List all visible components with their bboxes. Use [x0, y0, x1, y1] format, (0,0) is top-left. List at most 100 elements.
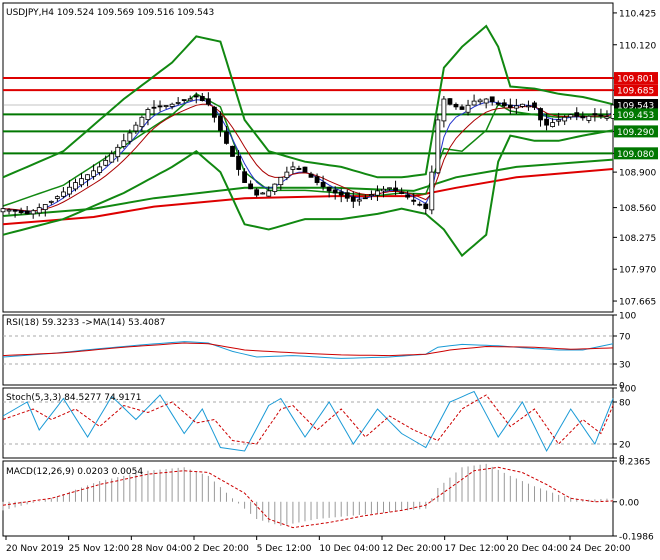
candle — [151, 100, 157, 115]
candle-body — [254, 189, 260, 196]
candle — [193, 92, 199, 104]
candle-body — [236, 155, 241, 170]
candle-body — [169, 103, 175, 107]
candle — [459, 104, 465, 110]
candle-body — [109, 153, 115, 163]
current-price-box — [614, 98, 658, 111]
level-label-box — [614, 125, 658, 138]
rsi-tick-label: 100 — [619, 312, 636, 322]
candle — [477, 98, 483, 105]
stoch-tick-label: 100 — [619, 385, 636, 395]
candle-body — [483, 98, 489, 104]
stoch-tick-label: 0 — [619, 455, 625, 465]
candle — [272, 183, 278, 196]
level-label-box — [614, 108, 658, 121]
candle-body — [181, 99, 187, 102]
candle — [54, 195, 60, 202]
candle — [42, 204, 48, 217]
ema-red-line — [2, 103, 614, 212]
current-price-label: 109.543 — [617, 101, 654, 111]
candle-body — [248, 183, 254, 190]
rsi-tick-label: 0 — [619, 382, 625, 392]
candle — [465, 99, 471, 116]
price-title: USDJPY,H4 109.524 109.569 109.516 109.54… — [6, 8, 214, 18]
candle-body — [387, 187, 392, 190]
candle — [163, 105, 169, 109]
price-tick-label: 107.970 — [619, 266, 656, 276]
candle — [356, 192, 362, 206]
macd-panel-frame — [2, 460, 614, 537]
candle — [199, 92, 205, 102]
candle — [266, 186, 272, 197]
candle-body — [296, 167, 302, 170]
candle-body — [133, 124, 139, 132]
level-label-7: 109.080 — [617, 150, 654, 160]
candle-body — [471, 100, 477, 106]
candle-body — [350, 196, 356, 202]
candle — [580, 111, 586, 121]
candle-body — [54, 196, 60, 199]
candle — [60, 187, 66, 199]
candle-body — [0, 208, 6, 213]
candle — [453, 102, 459, 110]
candle-body — [85, 174, 90, 180]
candle — [12, 209, 18, 218]
candle — [381, 186, 386, 198]
candle-body — [453, 103, 459, 108]
candle-body — [447, 98, 453, 105]
candle — [242, 168, 247, 183]
candle — [175, 97, 181, 106]
candle — [507, 98, 513, 115]
candle-body — [362, 197, 368, 200]
candle — [598, 108, 604, 119]
candle-body — [272, 183, 278, 192]
candle — [6, 208, 12, 215]
candle — [205, 92, 211, 107]
candle-body — [399, 192, 405, 194]
candle-body — [193, 95, 199, 98]
candle — [109, 150, 115, 163]
x-tick-label: 20 Dec 04:00 — [507, 544, 568, 554]
candle-body — [459, 106, 465, 110]
candle — [139, 115, 145, 133]
candle — [556, 112, 562, 126]
candle — [344, 189, 350, 202]
candle — [513, 98, 519, 114]
candle-body — [127, 132, 133, 142]
candle — [296, 165, 302, 171]
candle — [411, 193, 417, 206]
stoch-k-line — [2, 390, 614, 453]
candle-body — [36, 207, 42, 214]
candle-body — [375, 190, 380, 196]
candle-body — [314, 176, 320, 183]
candle — [604, 110, 610, 121]
candle — [260, 191, 266, 195]
candle — [501, 99, 507, 108]
candle — [399, 187, 405, 195]
candle — [103, 155, 109, 167]
candle-body — [302, 166, 308, 173]
candle-body — [79, 178, 84, 186]
candle-body — [326, 186, 332, 192]
candle-body — [356, 199, 362, 202]
candle-body — [332, 189, 338, 194]
candle-body — [308, 173, 314, 178]
rsi-ma-line — [2, 342, 614, 357]
candle — [73, 178, 78, 192]
candle — [435, 113, 441, 175]
level-label-2: 109.801 — [617, 75, 654, 85]
candle-body — [604, 116, 610, 119]
candle — [489, 96, 495, 106]
candle-body — [429, 171, 435, 211]
candle-body — [586, 115, 592, 121]
candle-body — [411, 199, 417, 202]
candle-body — [199, 96, 205, 102]
candle-body — [242, 171, 247, 183]
candle-body — [513, 105, 519, 109]
candle-body — [260, 192, 266, 195]
candle — [526, 100, 531, 111]
candle — [447, 97, 453, 106]
candle — [30, 209, 36, 219]
candle — [441, 95, 447, 128]
